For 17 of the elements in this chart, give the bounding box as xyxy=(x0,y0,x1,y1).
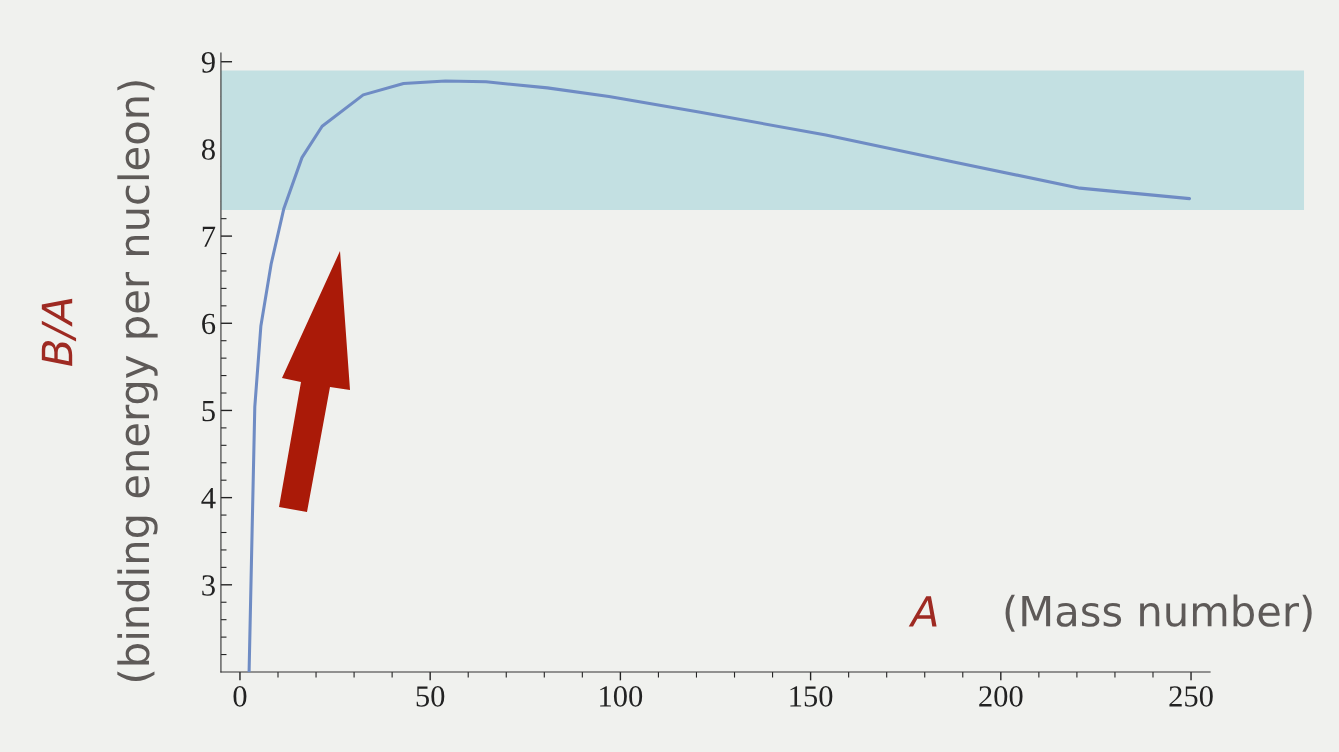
y-tick-label: 6 xyxy=(202,313,216,335)
y-tick-label: 4 xyxy=(201,488,216,509)
annotation: A xyxy=(908,596,937,627)
x-tick-label: 250 xyxy=(1169,686,1213,707)
x-tick-label: 200 xyxy=(979,686,1023,707)
x-tick-label: 50 xyxy=(416,686,445,707)
x-tick-label: 150 xyxy=(790,686,833,707)
y-tick-label: 7 xyxy=(202,226,216,247)
x-tick-label: 100 xyxy=(600,686,643,707)
y-axis-title: (binding energy per nucleon) xyxy=(117,81,158,681)
y-tick-label: 3 xyxy=(202,575,215,596)
y-tick-label: 5 xyxy=(202,401,215,422)
x-tick-label: 0 xyxy=(233,686,247,707)
y-tick-label: 9 xyxy=(201,52,215,73)
y-tick-label: 8 xyxy=(201,139,215,160)
x-axis-title: (Mass number) xyxy=(1005,594,1312,632)
text: B/A xyxy=(41,298,77,366)
